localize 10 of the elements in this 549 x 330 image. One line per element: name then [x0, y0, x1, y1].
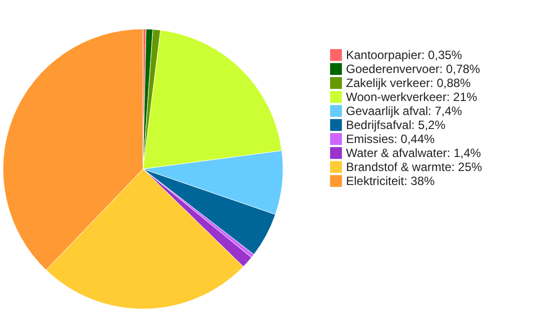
legend-label: Emissies: 0,44% [346, 132, 436, 146]
legend-label: Elektriciteit: 38% [346, 174, 436, 188]
legend-label: Gevaarlijk afval: 7,4% [346, 104, 462, 118]
legend-label: Brandstof & warmte: 25% [346, 160, 482, 174]
legend-label: Water & afvalwater: 1,4% [346, 146, 482, 160]
legend-label: Kantoorpapier: 0,35% [346, 48, 462, 62]
legend-label: Woon-werkverkeer: 21% [346, 90, 478, 104]
legend-label: Bedrijfsafval: 5,2% [346, 118, 446, 132]
legend-label: Goederenvervoer: 0,78% [346, 62, 480, 76]
legend-label: Zakelijk verkeer: 0,88% [346, 76, 472, 90]
